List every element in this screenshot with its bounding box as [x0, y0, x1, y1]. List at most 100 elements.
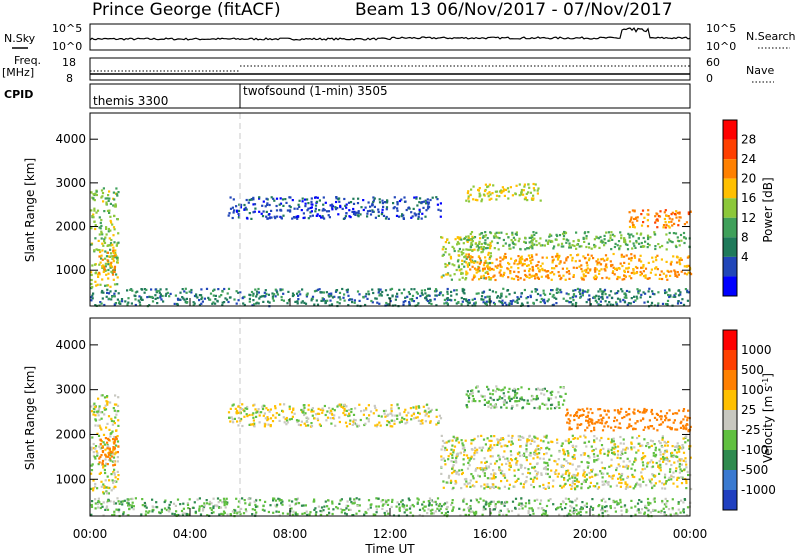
cell-4-439 — [487, 447, 490, 450]
cell-4-558 — [507, 487, 511, 490]
cell-4-350 — [602, 447, 605, 450]
cell-2-357 — [112, 500, 115, 503]
cell-4-595 — [507, 440, 511, 443]
cell-7-63 — [520, 188, 523, 192]
cell-3-176 — [318, 199, 321, 202]
cell-2-17 — [403, 288, 406, 291]
cell-2-582 — [647, 501, 650, 504]
cell-2-375 — [583, 504, 586, 507]
cell-0-99 — [94, 445, 98, 448]
cell-2-352 — [216, 497, 220, 500]
cell-4-416 — [571, 434, 574, 437]
cell-2-636 — [296, 300, 299, 303]
cell-5-394 — [517, 255, 520, 258]
cell-5-109 — [538, 405, 541, 408]
cell-0-137 — [98, 424, 101, 427]
cell-2-122 — [151, 300, 155, 303]
cell-4-867 — [595, 437, 598, 440]
cell-4-456 — [498, 466, 501, 469]
cell-5-383 — [501, 275, 504, 278]
cell-4-143 — [661, 482, 664, 485]
cell-5-251 — [475, 268, 478, 271]
cell-3-216 — [401, 213, 404, 216]
cell-0-167 — [107, 486, 110, 489]
cell-2-583 — [500, 295, 503, 298]
cell-2-728 — [309, 511, 312, 514]
cell-2-547 — [620, 505, 623, 508]
cell-3-261 — [356, 425, 359, 428]
cell-5-305 — [638, 259, 641, 262]
cell-3-34 — [396, 203, 399, 206]
cell-2-763 — [96, 502, 100, 506]
cell-4-779 — [658, 467, 661, 470]
cell-2-665 — [107, 297, 111, 300]
cell-3-4 — [265, 215, 268, 218]
cell-2-58 — [679, 291, 682, 294]
cell-2-420 — [687, 291, 690, 294]
cell-2-228 — [324, 500, 327, 503]
cell-2-109 — [468, 511, 471, 514]
cell-5-267 — [476, 261, 479, 264]
cell-7-73 — [506, 187, 510, 190]
cell-3-3 — [415, 405, 418, 408]
cell-5-277 — [592, 276, 596, 279]
cell-5-150 — [470, 392, 473, 395]
cell-4-539 — [460, 468, 464, 472]
cell-4-242 — [552, 479, 555, 482]
cell-6-100 — [578, 408, 582, 412]
cell-1-22 — [114, 249, 117, 252]
cell-2-616 — [431, 512, 434, 515]
cell-4-693 — [619, 485, 622, 488]
nsky-tick-top: 10^5 — [52, 22, 82, 35]
cell-4-187 — [546, 461, 549, 465]
cell-6-22 — [618, 422, 621, 425]
cell-4-159 — [473, 452, 476, 455]
cell-2-676 — [652, 508, 655, 512]
cell-5-55 — [502, 388, 505, 391]
cell-4-547 — [532, 486, 535, 489]
cell-2-322 — [574, 289, 577, 292]
cell-2-417 — [571, 303, 574, 306]
cell-3-319 — [328, 216, 331, 219]
cell-2-563 — [433, 298, 436, 301]
cell-5-133 — [642, 264, 645, 267]
cell-4-538 — [659, 450, 662, 453]
cell-2-397 — [682, 501, 685, 504]
cell-0-108 — [91, 286, 94, 289]
cell-4-41 — [455, 268, 458, 272]
cell-3-249 — [280, 209, 283, 212]
cell-3-73 — [427, 202, 430, 206]
cell-2-667 — [336, 301, 339, 304]
cell-2-105 — [223, 511, 226, 514]
cell-6-95 — [652, 427, 655, 430]
cell-3-125 — [265, 197, 268, 200]
cell-0-94 — [113, 468, 116, 471]
cell-2-261 — [282, 292, 285, 295]
cell-2-218 — [229, 513, 232, 516]
cell-2-317 — [644, 292, 647, 295]
cell-2-371 — [331, 502, 334, 505]
cell-3-7 — [412, 406, 415, 409]
cell-2-360 — [435, 304, 438, 307]
cell-3-83 — [352, 202, 356, 205]
cell-3-102 — [322, 409, 325, 412]
cell-2-529 — [251, 513, 254, 516]
cell-4-450 — [599, 452, 602, 455]
cell-2-72 — [101, 289, 104, 293]
cell-6-203 — [654, 245, 657, 248]
cell-3-189 — [323, 404, 326, 408]
cell-6-173 — [682, 427, 685, 430]
cell-5-353 — [613, 273, 616, 276]
cell-2-289 — [585, 301, 588, 304]
cell-4-687 — [502, 474, 505, 477]
cell-4-813 — [678, 462, 681, 466]
cell-6-190 — [585, 419, 588, 422]
cell-4-107 — [460, 268, 463, 271]
cell-5-170 — [605, 263, 608, 266]
cell-2-76 — [424, 292, 427, 295]
cell-4-435 — [485, 485, 488, 488]
cell-3-205 — [295, 215, 298, 218]
cell-2-468 — [223, 500, 226, 503]
cell-5-86 — [466, 256, 469, 259]
cell-2-222 — [582, 290, 585, 293]
